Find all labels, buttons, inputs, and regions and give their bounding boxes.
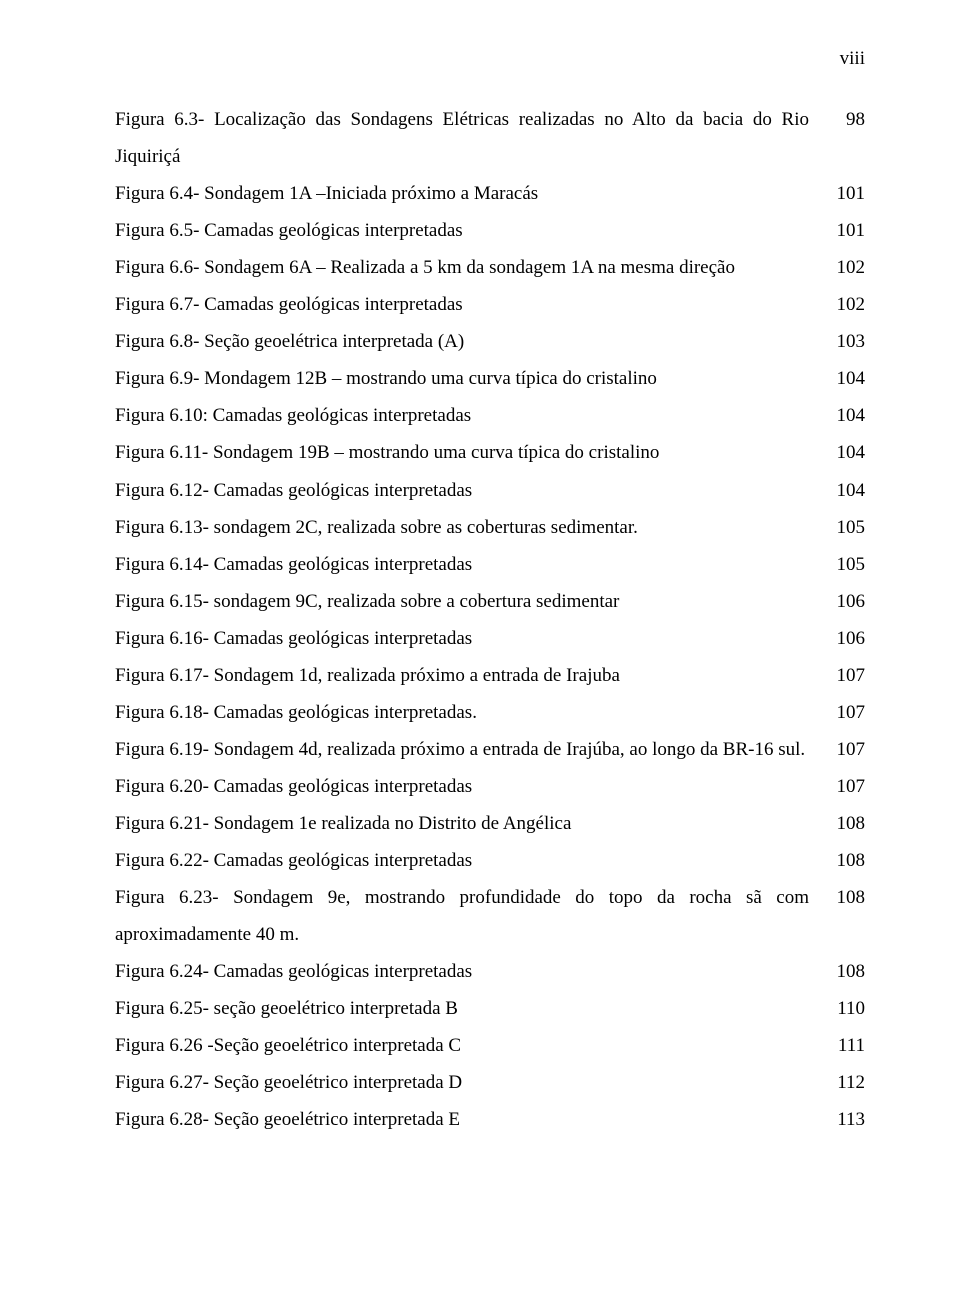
- figure-entry-text: Figura 6.4- Sondagem 1A –Iniciada próxim…: [115, 175, 829, 212]
- figure-entry: Figura 6.14- Camadas geológicas interpre…: [115, 546, 865, 583]
- figure-entry-text: Figura 6.25- seção geoelétrico interpret…: [115, 990, 829, 1027]
- figure-entry-page: 107: [829, 694, 865, 731]
- figure-entry-page: 112: [829, 1064, 865, 1101]
- figure-entry-text: Figura 6.28- Seção geoelétrico interpret…: [115, 1101, 829, 1138]
- figure-entry-page: 101: [829, 175, 865, 212]
- figure-entry-page: 104: [829, 360, 865, 397]
- figure-entry-text: Figura 6.27- Seção geoelétrico interpret…: [115, 1064, 829, 1101]
- figure-entry: Figura 6.5- Camadas geológicas interpret…: [115, 212, 865, 249]
- figure-entry: Figura 6.9- Mondagem 12B – mostrando uma…: [115, 360, 865, 397]
- figure-entry-page: 108: [829, 953, 865, 990]
- figure-entry-text: Figura 6.22- Camadas geológicas interpre…: [115, 842, 829, 879]
- figure-entry-text: Figura 6.13- sondagem 2C, realizada sobr…: [115, 509, 829, 546]
- figure-entry-page: 102: [829, 286, 865, 323]
- figure-entry-page: 104: [829, 434, 865, 471]
- figure-entry: Figura 6.10: Camadas geológicas interpre…: [115, 397, 865, 434]
- figure-entry: Figura 6.13- sondagem 2C, realizada sobr…: [115, 509, 865, 546]
- figure-entry: Figura 6.25- seção geoelétrico interpret…: [115, 990, 865, 1027]
- figure-entry-page: 106: [829, 620, 865, 657]
- figure-entry-page: 106: [829, 583, 865, 620]
- figure-entry: Figura 6.22- Camadas geológicas interpre…: [115, 842, 865, 879]
- figure-entry-text: Figura 6.7- Camadas geológicas interpret…: [115, 286, 829, 323]
- figure-entry-text: Figura 6.15- sondagem 9C, realizada sobr…: [115, 583, 829, 620]
- figure-entry: Figura 6.12- Camadas geológicas interpre…: [115, 472, 865, 509]
- page-number: viii: [115, 40, 865, 77]
- figure-entry-page: 108: [829, 805, 865, 842]
- figure-entry-page: 108: [829, 842, 865, 879]
- figure-entry-page: 103: [829, 323, 865, 360]
- figure-entry: Figura 6.15- sondagem 9C, realizada sobr…: [115, 583, 865, 620]
- figure-entry: Figura 6.24- Camadas geológicas interpre…: [115, 953, 865, 990]
- figure-entry: Figura 6.20- Camadas geológicas interpre…: [115, 768, 865, 805]
- figure-entry-text: Figura 6.21- Sondagem 1e realizada no Di…: [115, 805, 829, 842]
- figure-entry-text: Figura 6.20- Camadas geológicas interpre…: [115, 768, 829, 805]
- figure-entry-page: 98: [829, 101, 865, 138]
- figure-entry: Figura 6.28- Seção geoelétrico interpret…: [115, 1101, 865, 1138]
- figure-entry-page: 104: [829, 472, 865, 509]
- figure-entry-text: Figura 6.11- Sondagem 19B – mostrando um…: [115, 434, 829, 471]
- figure-entry-page: 107: [829, 768, 865, 805]
- figure-entry-page: 107: [829, 657, 865, 694]
- figure-entry-page: 104: [829, 397, 865, 434]
- figure-entry: Figura 6.21- Sondagem 1e realizada no Di…: [115, 805, 865, 842]
- figure-entry-text: Figura 6.8- Seção geoelétrica interpreta…: [115, 323, 829, 360]
- figure-entry-page: 105: [829, 509, 865, 546]
- figure-entry-page: 110: [829, 990, 865, 1027]
- figure-entry: Figura 6.11- Sondagem 19B – mostrando um…: [115, 434, 865, 471]
- figure-entry-text: Figura 6.12- Camadas geológicas interpre…: [115, 472, 829, 509]
- figure-entry: Figura 6.4- Sondagem 1A –Iniciada próxim…: [115, 175, 865, 212]
- figure-entry-text: Figura 6.5- Camadas geológicas interpret…: [115, 212, 829, 249]
- figure-entry: Figura 6.18- Camadas geológicas interpre…: [115, 694, 865, 731]
- figure-entry-text: Figura 6.16- Camadas geológicas interpre…: [115, 620, 829, 657]
- figure-entry: Figura 6.17- Sondagem 1d, realizada próx…: [115, 657, 865, 694]
- figure-entry: Figura 6.19- Sondagem 4d, realizada próx…: [115, 731, 865, 768]
- figure-entry-text: Figura 6.19- Sondagem 4d, realizada próx…: [115, 731, 829, 768]
- figure-entry: Figura 6.7- Camadas geológicas interpret…: [115, 286, 865, 323]
- figure-entry-text: Figura 6.17- Sondagem 1d, realizada próx…: [115, 657, 829, 694]
- figure-entry-text: Figura 6.10: Camadas geológicas interpre…: [115, 397, 829, 434]
- figure-entry-text: Figura 6.6- Sondagem 6A – Realizada a 5 …: [115, 249, 829, 286]
- figure-entry: Figura 6.8- Seção geoelétrica interpreta…: [115, 323, 865, 360]
- figure-entry-page: 101: [829, 212, 865, 249]
- figure-entry-text: Figura 6.23- Sondagem 9e, mostrando prof…: [115, 879, 829, 953]
- figure-entry-text: Figura 6.9- Mondagem 12B – mostrando uma…: [115, 360, 829, 397]
- figure-entry: Figura 6.26 -Seção geoelétrico interpret…: [115, 1027, 865, 1064]
- figure-entry-page: 113: [829, 1101, 865, 1138]
- figure-entry-page: 107: [829, 731, 865, 768]
- figure-entry: Figura 6.3- Localização das Sondagens El…: [115, 101, 865, 175]
- figure-entry-page: 105: [829, 546, 865, 583]
- figure-entry: Figura 6.27- Seção geoelétrico interpret…: [115, 1064, 865, 1101]
- figure-entry-text: Figura 6.18- Camadas geológicas interpre…: [115, 694, 829, 731]
- figure-entry-page: 108: [829, 879, 865, 916]
- figure-entry-page: 102: [829, 249, 865, 286]
- figure-entry: Figura 6.6- Sondagem 6A – Realizada a 5 …: [115, 249, 865, 286]
- figure-entry: Figura 6.16- Camadas geológicas interpre…: [115, 620, 865, 657]
- figure-entry: Figura 6.23- Sondagem 9e, mostrando prof…: [115, 879, 865, 953]
- figure-entry-page: 111: [829, 1027, 865, 1064]
- figure-entry-text: Figura 6.24- Camadas geológicas interpre…: [115, 953, 829, 990]
- figure-entry-text: Figura 6.14- Camadas geológicas interpre…: [115, 546, 829, 583]
- figure-entry-text: Figura 6.26 -Seção geoelétrico interpret…: [115, 1027, 829, 1064]
- figure-list: Figura 6.3- Localização das Sondagens El…: [115, 101, 865, 1138]
- figure-entry-text: Figura 6.3- Localização das Sondagens El…: [115, 101, 829, 175]
